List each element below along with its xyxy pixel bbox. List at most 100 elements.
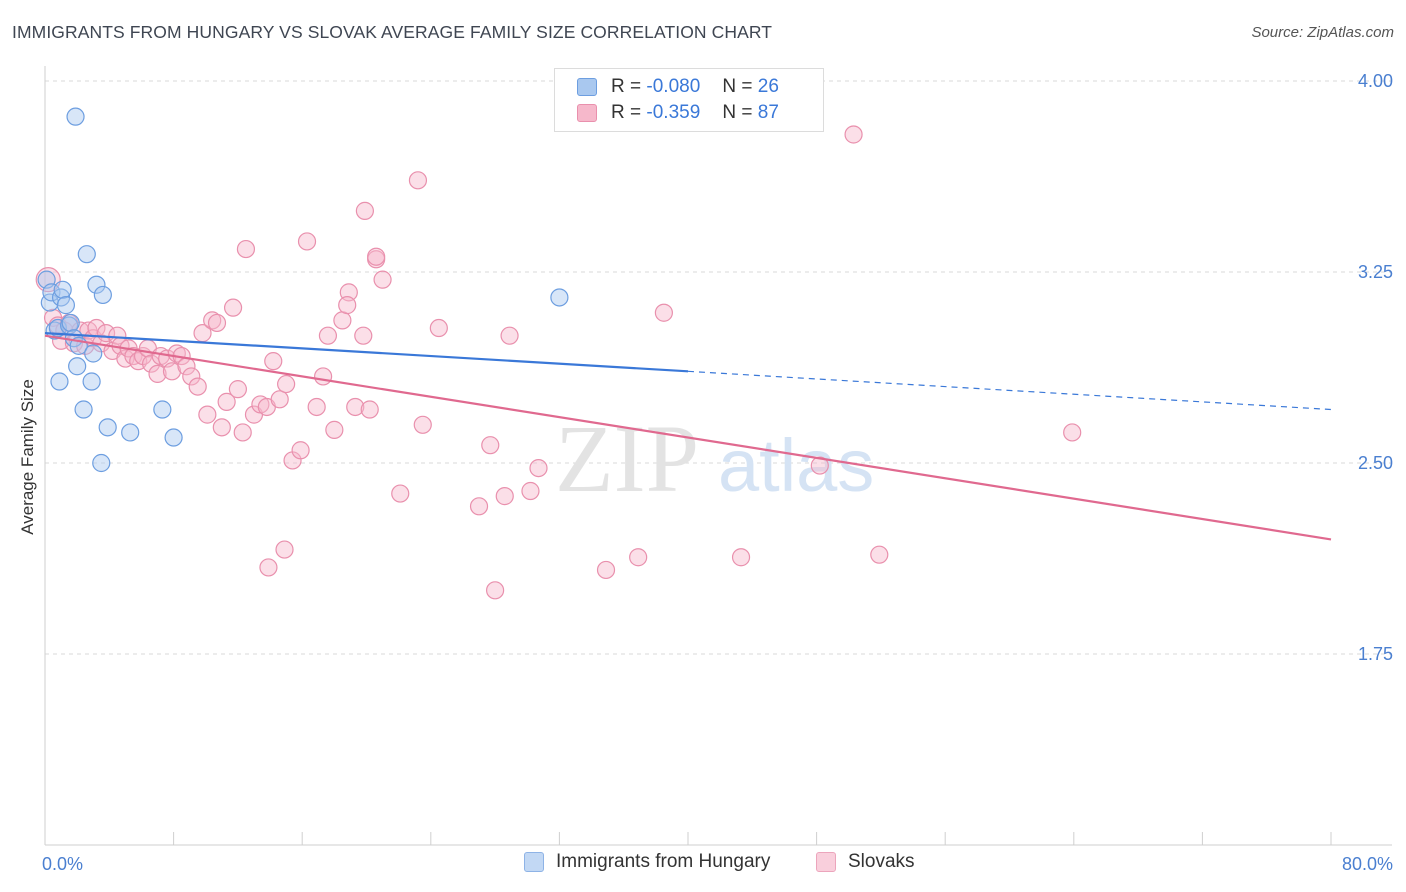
slovaks-point <box>596 560 616 580</box>
y-tick-label: 1.75 <box>1358 644 1393 664</box>
slovaks-point <box>844 125 863 144</box>
slovaks-point <box>354 326 373 345</box>
series-label-hungary: Immigrants from Hungary <box>556 851 771 872</box>
slovaks-point <box>108 326 127 345</box>
y-tick-label: 3.25 <box>1358 262 1393 282</box>
legend-r-label: R = <box>611 102 642 123</box>
slovaks-point <box>188 377 207 396</box>
legend-swatch-hungary <box>577 78 597 96</box>
legend-r-label: R = <box>611 76 642 97</box>
hungary-point <box>153 400 172 419</box>
slovaks-point <box>270 390 289 409</box>
hungary-point <box>50 372 69 391</box>
slovaks-point <box>521 481 540 501</box>
slovaks-point <box>391 484 410 503</box>
slovaks-point <box>338 296 357 315</box>
slovaks-point <box>360 400 379 419</box>
legend-n-label: N = <box>722 102 753 123</box>
hungary-points <box>37 107 569 473</box>
hungary-point <box>68 357 87 376</box>
series-swatch-hungary <box>524 852 544 872</box>
slovaks-point <box>228 380 247 399</box>
slovaks-point <box>333 311 352 330</box>
slovaks-point <box>203 311 222 330</box>
axes <box>44 66 1392 846</box>
watermark-atlas: atlas <box>718 424 874 507</box>
slovaks-point <box>275 540 294 559</box>
hungary-point <box>56 296 75 315</box>
slovaks-point <box>233 423 252 442</box>
slovaks-points <box>35 125 1082 600</box>
x-tick-label: 0.0% <box>42 854 83 874</box>
slovaks-point <box>318 326 338 345</box>
slovaks-point <box>182 367 201 386</box>
slovaks-point <box>1063 423 1082 442</box>
slovaks-point <box>236 239 256 259</box>
legend-row-slovaks: R = -0.359 N = 87 <box>577 101 779 125</box>
slovaks-point <box>259 558 278 577</box>
legend-n-label: N = <box>722 76 753 97</box>
slovaks-point <box>307 397 326 417</box>
slovaks-point <box>373 270 392 289</box>
watermark: ZIP atlas <box>555 405 874 512</box>
hungary-point <box>53 280 72 299</box>
series-legend-hungary[interactable]: Immigrants from Hungary <box>524 851 770 873</box>
slovaks-point <box>297 232 317 251</box>
slovaks-point <box>212 418 231 437</box>
hungary-point <box>550 288 569 307</box>
hungary-point <box>74 400 93 419</box>
slovaks-point <box>207 313 227 333</box>
source-label: Source: ZipAtlas.com <box>1251 24 1394 41</box>
hungary-trend-extension <box>687 370 1332 411</box>
hungary-point <box>92 453 111 473</box>
hungary-point <box>84 344 103 363</box>
hungary-point <box>121 423 140 442</box>
hungary-point <box>42 283 61 302</box>
hungary-point <box>87 275 106 294</box>
chart-title: IMMIGRANTS FROM HUNGARY VS SLOVAK AVERAG… <box>12 22 773 42</box>
legend-row-hungary: R = -0.080 N = 26 <box>577 75 779 99</box>
watermark-zip: ZIP <box>555 405 699 512</box>
slovaks-point <box>277 374 296 394</box>
grid-lines <box>45 80 1392 655</box>
hungary-point <box>164 428 183 447</box>
slovaks-point <box>141 354 161 373</box>
trend-lines <box>44 332 1332 541</box>
series-label-slovaks: Slovaks <box>848 851 915 872</box>
correlation-legend: R = -0.080 N = 26 R = -0.359 N = 87 <box>554 68 824 132</box>
slovaks-point <box>313 367 333 386</box>
x-tick-label: 80.0% <box>1342 854 1393 874</box>
slovaks-point <box>500 326 519 345</box>
hungary-trend-line <box>44 332 689 373</box>
series-swatch-slovaks <box>816 852 836 872</box>
hungary-point <box>98 418 117 437</box>
legend-r-value-slovaks: -0.359 <box>646 102 701 123</box>
hungary-point <box>61 313 80 333</box>
hungary-point <box>93 285 112 305</box>
slovaks-point <box>162 362 182 381</box>
slovaks-point <box>291 441 310 460</box>
legend-n-value-hungary: 26 <box>757 76 779 97</box>
y-tick-label: 4.00 <box>1358 71 1393 91</box>
slovaks-point <box>731 548 751 567</box>
slovaks-point <box>481 436 500 455</box>
slovaks-point <box>346 397 365 417</box>
y-tick-label: 2.50 <box>1358 453 1393 473</box>
slovaks-point <box>429 318 448 338</box>
slovaks-point <box>629 548 648 567</box>
series-legend: Immigrants from Hungary Slovaks <box>0 851 1406 877</box>
slovaks-point <box>148 364 167 383</box>
slovaks-trend-line <box>44 334 1332 541</box>
slovaks-point <box>413 415 432 434</box>
hungary-point <box>66 107 85 126</box>
hungary-point <box>77 245 96 264</box>
slovaks-point <box>529 458 548 478</box>
slovaks-point <box>223 298 243 317</box>
series-legend-slovaks[interactable]: Slovaks <box>816 851 915 873</box>
slovaks-point <box>325 420 344 439</box>
slovaks-point <box>469 497 489 516</box>
slovaks-point <box>367 247 386 266</box>
slovaks-point <box>124 346 143 366</box>
slovaks-point <box>654 303 673 322</box>
